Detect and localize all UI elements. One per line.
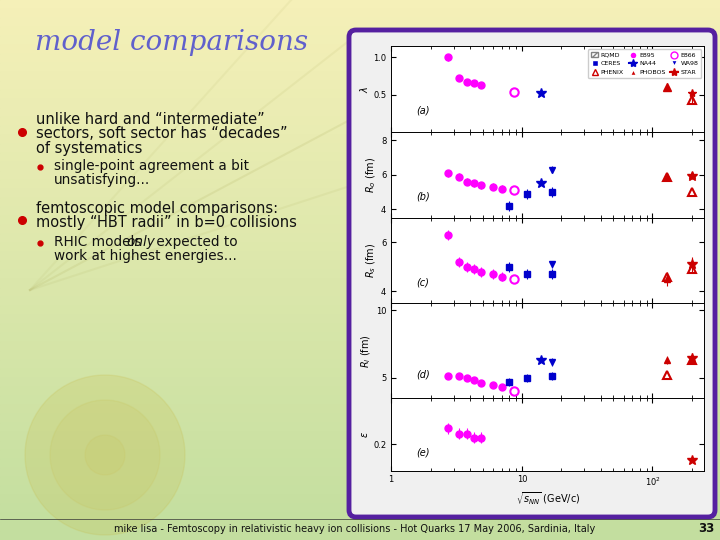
Bar <box>0 513 720 522</box>
Bar <box>0 90 720 99</box>
FancyBboxPatch shape <box>349 30 715 517</box>
Bar <box>0 396 720 405</box>
Bar <box>0 378 720 387</box>
Bar <box>0 144 720 153</box>
Text: unsatisfying...: unsatisfying... <box>54 173 150 187</box>
Bar <box>0 405 720 414</box>
Bar <box>0 324 720 333</box>
Bar <box>0 306 720 315</box>
Bar <box>0 261 720 270</box>
Bar <box>0 360 720 369</box>
Bar <box>0 18 720 27</box>
Text: of systematics: of systematics <box>36 140 143 156</box>
Bar <box>0 54 720 63</box>
Text: (d): (d) <box>416 369 430 380</box>
Bar <box>0 387 720 396</box>
Text: work at highest energies...: work at highest energies... <box>54 249 237 263</box>
Bar <box>0 99 720 108</box>
Bar <box>0 171 720 180</box>
Bar <box>0 162 720 171</box>
Legend: RQMD, CERES, PHENIX, E895, NA44, PHOBOS, E866, WA98, STAR: RQMD, CERES, PHENIX, E895, NA44, PHOBOS,… <box>588 49 701 78</box>
Text: expected to: expected to <box>152 235 238 249</box>
Bar <box>0 180 720 189</box>
Bar <box>0 189 720 198</box>
Bar <box>0 9 720 18</box>
Bar <box>0 45 720 54</box>
Text: single-point agreement a bit: single-point agreement a bit <box>54 159 249 173</box>
Text: (e): (e) <box>416 448 430 457</box>
Bar <box>0 81 720 90</box>
Bar <box>0 279 720 288</box>
Text: femtoscopic model comparisons:: femtoscopic model comparisons: <box>36 200 278 215</box>
Bar <box>0 207 720 216</box>
Bar <box>0 198 720 207</box>
Bar <box>0 531 720 540</box>
Bar <box>0 216 720 225</box>
Bar <box>0 450 720 459</box>
Bar <box>0 243 720 252</box>
Bar <box>0 117 720 126</box>
Text: sectors, soft sector has “decades”: sectors, soft sector has “decades” <box>36 126 287 141</box>
Text: model comparisons: model comparisons <box>35 29 309 56</box>
Text: unlike hard and “intermediate”: unlike hard and “intermediate” <box>36 112 265 127</box>
Y-axis label: $\varepsilon$: $\varepsilon$ <box>361 431 370 438</box>
Bar <box>0 234 720 243</box>
Text: mike lisa - Femtoscopy in relativistic heavy ion collisions - Hot Quarks 17 May : mike lisa - Femtoscopy in relativistic h… <box>114 524 595 534</box>
Bar <box>0 333 720 342</box>
Bar <box>0 270 720 279</box>
Text: (b): (b) <box>416 191 430 201</box>
Text: only: only <box>126 235 155 249</box>
Bar <box>0 153 720 162</box>
Circle shape <box>25 375 185 535</box>
Bar <box>0 477 720 486</box>
Bar <box>0 0 720 9</box>
Text: RHIC models: RHIC models <box>54 235 146 249</box>
Bar <box>0 36 720 45</box>
Y-axis label: $R_s$ (fm): $R_s$ (fm) <box>364 243 378 278</box>
Circle shape <box>85 435 125 475</box>
Bar <box>0 252 720 261</box>
Bar <box>0 441 720 450</box>
Bar <box>0 288 720 297</box>
Text: 33: 33 <box>698 523 714 536</box>
Bar <box>0 351 720 360</box>
Bar <box>0 432 720 441</box>
Bar <box>0 414 720 423</box>
X-axis label: $\sqrt{s_{NN}}$ (GeV/c): $\sqrt{s_{NN}}$ (GeV/c) <box>516 491 580 507</box>
Bar <box>0 108 720 117</box>
Bar <box>0 126 720 135</box>
Text: mostly “HBT radii” in b=0 collisions: mostly “HBT radii” in b=0 collisions <box>36 214 297 230</box>
Text: (a): (a) <box>416 105 430 116</box>
Y-axis label: $R_l$ (fm): $R_l$ (fm) <box>359 334 373 368</box>
Bar <box>0 423 720 432</box>
Bar <box>0 495 720 504</box>
Bar <box>0 468 720 477</box>
Bar <box>0 504 720 513</box>
Bar <box>0 459 720 468</box>
Bar <box>0 72 720 81</box>
Bar <box>0 297 720 306</box>
Bar <box>0 225 720 234</box>
Bar <box>0 369 720 378</box>
Bar <box>0 522 720 531</box>
Y-axis label: $R_o$ (fm): $R_o$ (fm) <box>364 157 378 193</box>
Bar <box>0 342 720 351</box>
Y-axis label: $\lambda$: $\lambda$ <box>359 85 370 93</box>
Bar <box>0 135 720 144</box>
Bar <box>0 63 720 72</box>
Circle shape <box>50 400 160 510</box>
Text: (c): (c) <box>416 277 429 287</box>
Bar <box>0 27 720 36</box>
Bar <box>0 486 720 495</box>
Bar <box>0 315 720 324</box>
